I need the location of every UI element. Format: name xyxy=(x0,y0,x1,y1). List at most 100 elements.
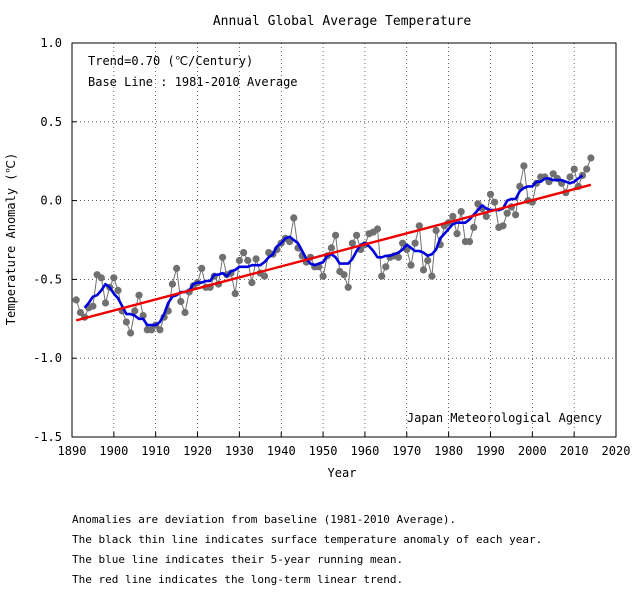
annual-point xyxy=(549,170,557,178)
x-tick-label: 1900 xyxy=(99,444,128,458)
annual-point xyxy=(424,256,432,265)
y-tick-label: -1.5 xyxy=(33,430,62,444)
y-tick-label: 0.5 xyxy=(40,115,62,129)
annual-point xyxy=(474,200,482,208)
note-running-mean: The blue line indicates their 5-year run… xyxy=(72,553,404,566)
annual-point xyxy=(139,312,147,320)
note-annual-line: The black thin line indicates surface te… xyxy=(72,533,543,546)
annual-point xyxy=(465,238,474,246)
annual-point xyxy=(353,231,361,239)
annual-point xyxy=(373,225,382,233)
plot-frame xyxy=(71,42,617,438)
annual-point xyxy=(135,291,143,299)
annual-point xyxy=(327,244,335,252)
x-axis-label: Year xyxy=(328,466,357,480)
annual-point xyxy=(147,326,156,334)
annual-point xyxy=(348,239,356,247)
annual-point xyxy=(177,297,185,306)
annual-point xyxy=(181,308,189,317)
note-trend-line: The red line indicates the long-term lin… xyxy=(72,573,404,586)
annual-point xyxy=(122,318,130,326)
x-tick-label: 2000 xyxy=(518,444,547,458)
annual-point xyxy=(486,190,495,198)
annual-point xyxy=(499,222,507,230)
annual-point xyxy=(520,162,528,170)
annual-anomaly-series xyxy=(72,154,595,337)
y-tick-label: -1.0 xyxy=(33,351,62,365)
annual-point xyxy=(101,299,110,307)
annual-point xyxy=(76,308,84,317)
annual-point xyxy=(432,226,440,235)
plot-border xyxy=(71,42,617,438)
x-tick-label: 1980 xyxy=(434,444,463,458)
annual-point xyxy=(503,209,511,217)
x-tick-label: 2010 xyxy=(560,444,589,458)
x-tick-label: 1930 xyxy=(225,444,254,458)
trend-annotation: Trend=0.70 (℃/Century) xyxy=(88,54,253,68)
y-tick-label: -0.5 xyxy=(33,272,62,286)
annual-point xyxy=(198,264,206,272)
trend-line xyxy=(75,183,592,322)
annual-point xyxy=(570,165,578,173)
annual-point xyxy=(231,290,239,298)
chart-notes: Anomalies are deviation from baseline (1… xyxy=(72,510,542,590)
y-tick-label: 1.0 xyxy=(40,36,62,50)
annual-point xyxy=(252,255,260,263)
y-axis-label: Temperature Anomaly (℃) xyxy=(4,153,18,325)
annual-point xyxy=(240,249,248,257)
annual-point xyxy=(244,256,252,265)
annual-point xyxy=(482,212,490,220)
x-tick-label: 1960 xyxy=(350,444,379,458)
annual-point xyxy=(457,208,465,216)
annual-point xyxy=(173,264,181,272)
chart-title: Annual Global Average Temperature xyxy=(213,14,471,29)
annual-point xyxy=(344,283,352,291)
annual-point xyxy=(566,173,574,181)
annual-point xyxy=(449,212,457,220)
baseline-annotation: Base Line : 1981-2010 Average xyxy=(88,75,298,89)
annual-point xyxy=(168,280,176,288)
y-axis-ticks: 1.0 0.5 0.0 -0.5 -1.0 -1.5 xyxy=(33,36,77,444)
annual-point xyxy=(97,274,105,282)
trend-line-series xyxy=(75,183,592,322)
annual-point xyxy=(407,261,415,269)
annual-point xyxy=(219,253,227,261)
annual-point xyxy=(131,307,139,315)
x-tick-label: 1910 xyxy=(141,444,170,458)
annual-point xyxy=(235,256,243,265)
annual-point xyxy=(511,211,520,219)
annual-point xyxy=(332,231,340,239)
annual-point xyxy=(156,326,164,334)
annual-point xyxy=(415,222,423,230)
annual-point xyxy=(428,272,436,280)
x-tick-label: 1950 xyxy=(309,444,338,458)
annual-point xyxy=(260,272,269,280)
x-tick-label: 1940 xyxy=(267,444,296,458)
annual-point xyxy=(583,165,591,173)
annual-point xyxy=(587,154,595,162)
grid-lines xyxy=(72,43,616,437)
x-tick-label: 1970 xyxy=(392,444,421,458)
annual-point xyxy=(114,286,122,294)
source-annotation: Japan Meteorological Agency xyxy=(407,411,602,425)
x-tick-label: 1890 xyxy=(58,444,87,458)
annual-point xyxy=(290,214,298,222)
annual-point xyxy=(248,279,256,287)
x-tick-label: 1990 xyxy=(476,444,505,458)
annual-point xyxy=(72,296,80,304)
annual-point xyxy=(491,198,499,206)
annual-point xyxy=(319,272,327,280)
annual-point xyxy=(89,302,97,310)
annual-point xyxy=(394,253,402,261)
x-tick-label: 2020 xyxy=(602,444,631,458)
annual-point xyxy=(110,274,118,282)
temperature-chart: Annual Global Average Temperature 1890 19… xyxy=(4,14,631,480)
annual-point xyxy=(378,272,386,280)
annual-point xyxy=(411,239,419,247)
annual-point xyxy=(470,223,478,231)
y-tick-label: 0.0 xyxy=(40,194,62,208)
x-axis-ticks: 1890 1900 1910 1920 1930 1940 1950 1960 1970 1980… xyxy=(58,432,631,458)
annual-point xyxy=(127,329,135,337)
annual-point xyxy=(453,230,461,238)
annual-line xyxy=(75,157,592,335)
